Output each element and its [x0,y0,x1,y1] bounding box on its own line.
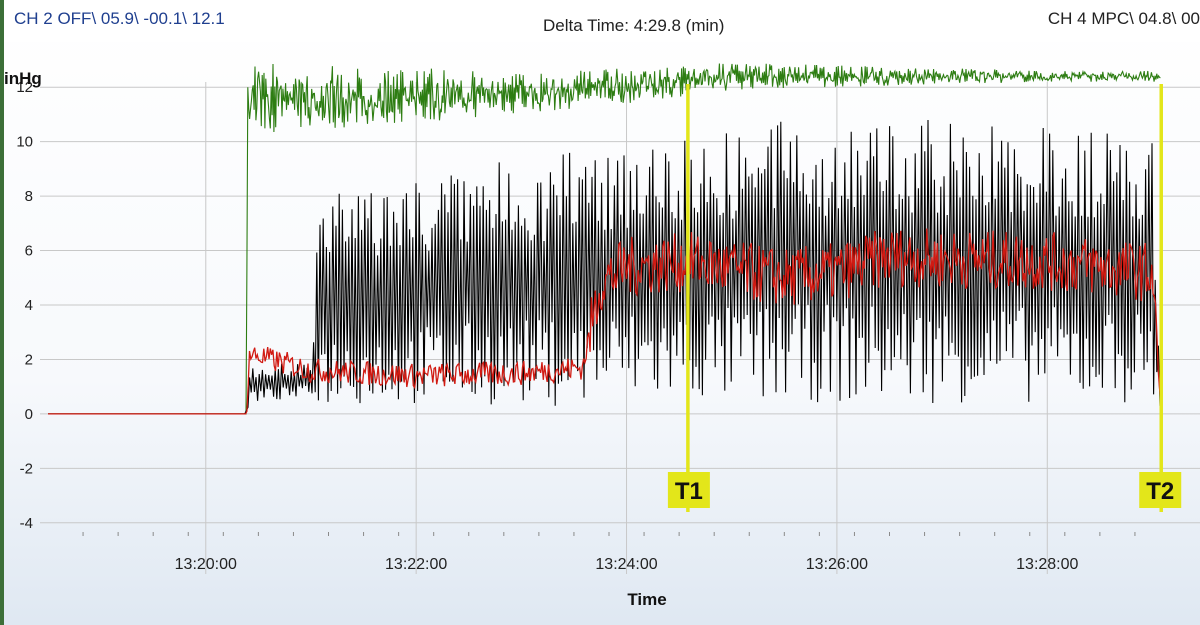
time-cursor-label: T1 [675,478,703,505]
y-tick-label: 8 [25,188,33,205]
x-tick-label: 13:28:00 [1016,556,1078,573]
series-trace [48,228,1162,415]
series-trace [48,119,1161,415]
channel-4-readout: CH 4 MPC\ 04.8\ 00 [1047,9,1200,28]
y-tick-label: 10 [16,134,33,151]
time-cursor-label: T2 [1146,478,1174,505]
x-axis-ticks: 13:20:00 13:22:00 13:24:00 13:26:00 13:28:00 [175,556,1079,573]
y-tick-label: 12 [16,79,33,96]
y-tick-label: 6 [25,243,33,260]
x-tick-label: 13:26:00 [806,556,868,573]
x-tick-label: 13:22:00 [385,556,447,573]
series-red [48,228,1162,415]
y-axis-label: inHg [4,69,42,88]
delta-time-readout: Delta Time: 4:29.8 (min) [543,16,725,35]
y-tick-label: 4 [25,297,33,314]
x-tick-label: 13:20:00 [175,556,237,573]
channel-readout-bar: CH 2 OFF\ 05.9\ -00.1\ 12.1 Delta Time: … [0,0,1200,42]
y-tick-label: 2 [25,351,33,368]
y-axis-ticks: -4 -2 0 2 4 6 8 10 12 [16,79,33,532]
time-cursor-handle[interactable] [667,472,710,508]
time-cursor-handle[interactable] [1139,472,1182,508]
y-tick-label: -4 [20,515,33,532]
channel-2-readout: CH 2 OFF\ 05.9\ -00.1\ 12.1 [14,9,225,28]
x-tick-label: 13:24:00 [595,556,657,573]
y-tick-label: 0 [25,406,33,423]
series-black [48,119,1161,415]
time-markers[interactable]: T1 T2 [667,84,1182,512]
left-edge-strip [0,0,4,625]
x-axis-label: Time [627,590,666,609]
y-tick-label: -2 [20,460,33,477]
